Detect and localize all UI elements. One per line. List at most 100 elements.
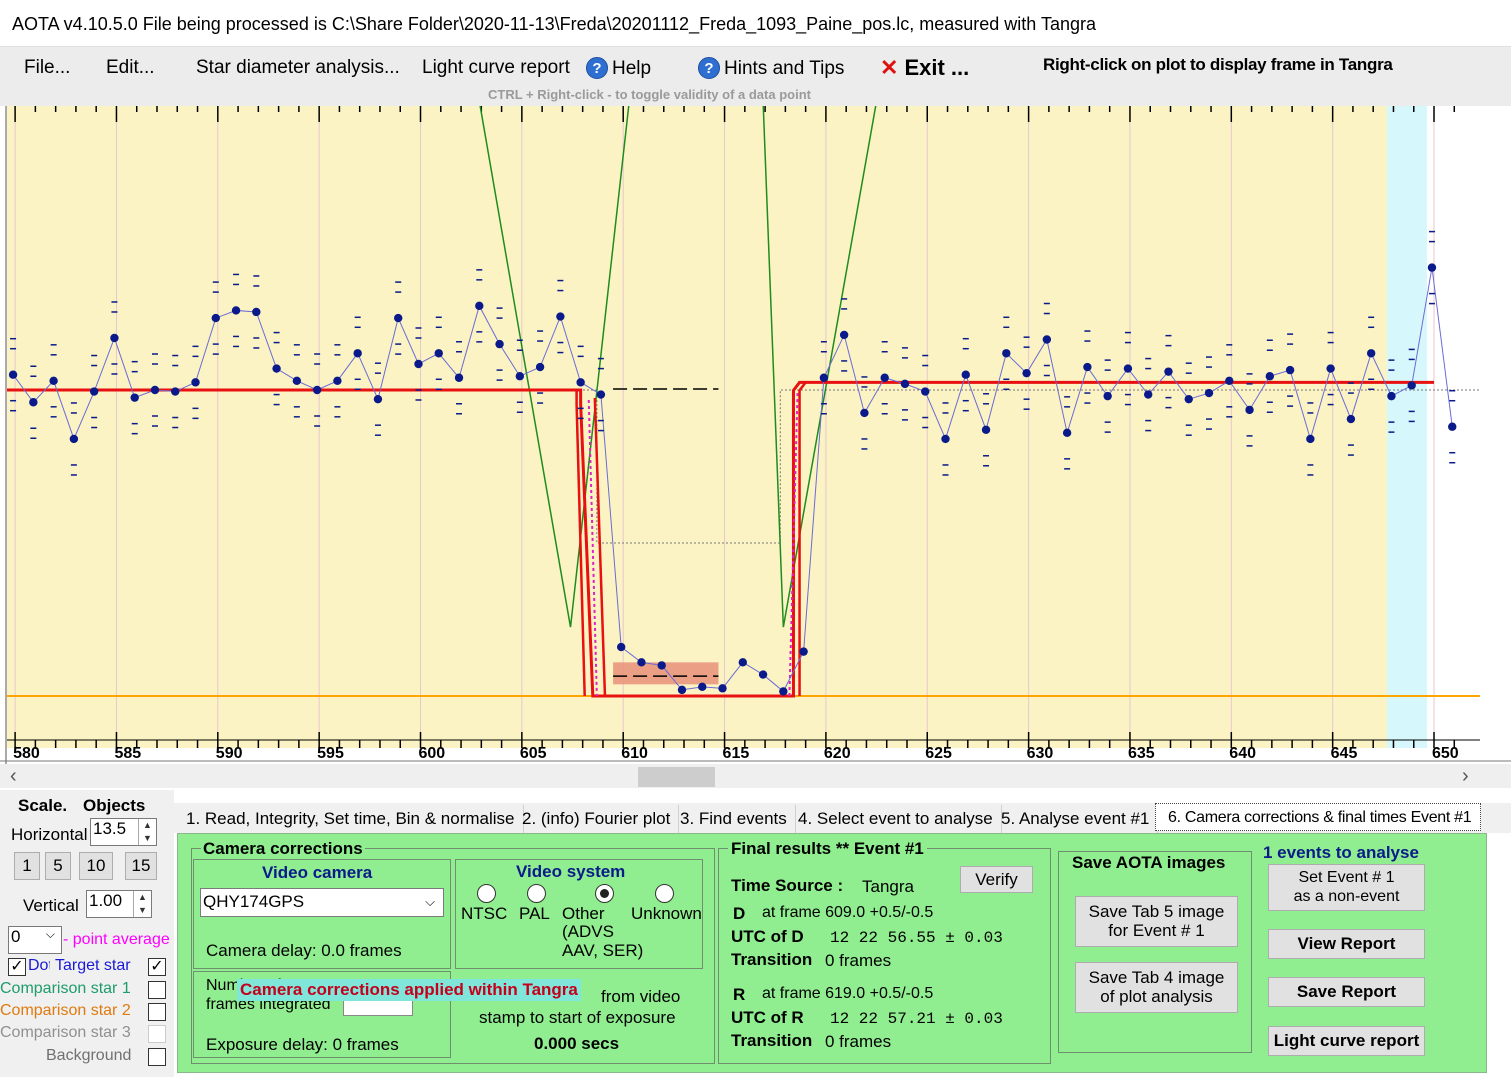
plot-scrollbar[interactable]: ‹ › [0, 764, 1511, 788]
video-camera-group [193, 859, 451, 969]
data-point [130, 393, 139, 402]
save-report-button[interactable]: Save Report [1268, 977, 1425, 1007]
r-label: R [733, 985, 746, 1004]
x-tick-label: 650 [1432, 745, 1459, 762]
menu-help[interactable]: ? Help [586, 57, 651, 80]
horizontal-label: Horizontal [11, 825, 88, 844]
data-point [616, 642, 626, 652]
x-tick-label: 590 [216, 745, 243, 762]
point-average-select[interactable]: 0 ⌵ [8, 926, 62, 954]
x-tick-label: 625 [925, 745, 952, 762]
x-tick-label: 595 [317, 745, 344, 762]
data-point [1265, 372, 1275, 381]
data-point [29, 398, 38, 407]
vertical-scale-input[interactable]: 1.00 ▲ ▼ [86, 890, 152, 918]
model-curve-left [479, 106, 630, 628]
plot-background-right [1427, 106, 1511, 748]
data-point [211, 313, 220, 323]
zoom-15-button[interactable]: 15 [125, 852, 157, 880]
spin-down-icon[interactable]: ▼ [133, 904, 151, 917]
verify-button[interactable]: Verify [960, 866, 1033, 893]
video-system-group [455, 859, 703, 969]
light-curve-plot[interactable]: 580 585 590 595 600 605 610 615 620 625 630 635 640 6… [0, 106, 1511, 764]
radio-ntsc[interactable] [477, 884, 496, 903]
zoom-1-button[interactable]: 1 [14, 852, 40, 880]
video-camera-heading: Video camera [262, 863, 373, 882]
data-point [1164, 367, 1173, 376]
light-curve-report-button[interactable]: Light curve report [1268, 1026, 1425, 1056]
offset-line-2: stamp to start of exposure [479, 1008, 676, 1027]
right-click-hint: Right-click on plot to display frame in … [1043, 55, 1393, 74]
x-tick-label: 630 [1027, 745, 1054, 762]
scroll-right-icon[interactable]: › [1462, 765, 1469, 787]
tab-analyse-event[interactable]: 5. Analyse event #1 [993, 805, 1159, 833]
scroll-thumb[interactable] [638, 767, 715, 787]
menu-hints-label: Hints and Tips [724, 58, 845, 79]
x-tick-label: 620 [824, 745, 851, 762]
data-point [1042, 335, 1052, 344]
other-label: Other [562, 904, 605, 923]
data-point [312, 385, 322, 395]
data-point [1285, 365, 1295, 375]
menu-edit[interactable]: Edit... [106, 57, 155, 78]
data-point [758, 670, 768, 679]
data-point [89, 387, 99, 396]
data-point [1225, 376, 1234, 386]
tab-read-integrity[interactable]: 1. Read, Integrity, Set time, Bin & norm… [178, 805, 524, 833]
save-tab5-image-button[interactable]: Save Tab 5 image for Event # 1 [1075, 896, 1238, 947]
menu-hints[interactable]: ? Hints and Tips [698, 57, 844, 80]
spin-down-icon[interactable]: ▼ [138, 832, 156, 845]
target-star-checkbox[interactable]: ✓ [148, 958, 166, 976]
comparison-star-3-checkbox[interactable] [148, 1025, 166, 1043]
data-point [779, 687, 788, 696]
spin-up-icon[interactable]: ▲ [133, 891, 151, 904]
menu-exit[interactable]: ✕ Exit ... [880, 55, 969, 81]
view-report-button[interactable]: View Report [1268, 929, 1425, 959]
tab-select-event[interactable]: 4. Select event to analyse [790, 805, 1002, 833]
data-point [535, 362, 545, 372]
comparison-star-1-checkbox[interactable] [148, 981, 166, 999]
camera-select[interactable]: QHY174GPS ⌵ [200, 888, 444, 917]
radio-other[interactable] [595, 884, 614, 903]
data-point [69, 434, 79, 444]
menu-file[interactable]: File... [24, 57, 71, 78]
data-point [1204, 388, 1214, 398]
save-tab4-image-button[interactable]: Save Tab 4 image of plot analysis [1075, 962, 1238, 1013]
dots-checkbox[interactable]: ✓ [8, 958, 26, 976]
radio-unknown[interactable] [655, 884, 674, 903]
plot-background [7, 106, 1387, 748]
set-non-event-button[interactable]: Set Event # 1 as a non-event [1268, 864, 1425, 911]
data-point [454, 373, 464, 382]
transition-r-value: 0 frames [825, 1032, 892, 1051]
tab-camera-corrections[interactable]: 6. Camera corrections & final times Even… [1155, 803, 1481, 831]
tab-fourier-plot[interactable]: 2. (info) Fourier plot [514, 805, 680, 833]
horizontal-scale-input[interactable]: 13.5 ▲ ▼ [90, 818, 157, 846]
data-point [150, 385, 160, 395]
comparison-star-2-checkbox[interactable] [148, 1003, 166, 1021]
scroll-left-icon[interactable]: ‹ [10, 765, 17, 787]
fit-edge-r-magenta [788, 392, 799, 697]
model-curve-right [762, 106, 877, 628]
x-tick-label: 580 [13, 745, 40, 762]
data-point [1387, 391, 1396, 401]
vertical-scale-value: 1.00 [89, 891, 123, 910]
video-system-heading: Video system [516, 862, 626, 881]
tab-find-events[interactable]: 3. Find events [672, 805, 796, 833]
selection-highlight [1387, 106, 1427, 748]
data-point [718, 684, 727, 693]
background-checkbox[interactable] [148, 1048, 166, 1066]
radio-pal[interactable] [527, 884, 546, 903]
data-point [110, 333, 119, 343]
zoom-5-button[interactable]: 5 [45, 852, 71, 880]
x-tick-label: 605 [520, 745, 547, 762]
data-point [860, 408, 869, 418]
menu-light-curve-report[interactable]: Light curve report [422, 57, 570, 78]
menu-exit-label: Exit ... [904, 55, 970, 80]
menu-star-diameter[interactable]: Star diameter analysis... [196, 57, 400, 78]
zoom-10-button[interactable]: 10 [79, 852, 113, 880]
other-formats-note: (ADVS AAV, SER) [562, 922, 644, 960]
spin-up-icon[interactable]: ▲ [138, 819, 156, 832]
data-point [981, 425, 991, 434]
data-point [880, 373, 889, 382]
hints-icon: ? [698, 57, 720, 79]
